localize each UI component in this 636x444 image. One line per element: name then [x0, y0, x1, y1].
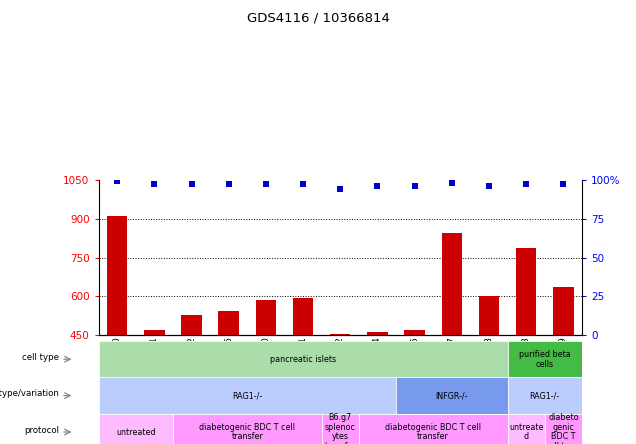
Text: diabeto
genic
BDC T
cell trans: diabeto genic BDC T cell trans: [545, 413, 582, 444]
Text: diabetogenic BDC T cell
transfer: diabetogenic BDC T cell transfer: [199, 423, 295, 441]
Text: RAG1-/-: RAG1-/-: [232, 391, 263, 400]
Text: RAG1-/-: RAG1-/-: [530, 391, 560, 400]
Text: cell type: cell type: [22, 353, 59, 362]
Text: protocol: protocol: [24, 426, 59, 435]
Text: INFGR-/-: INFGR-/-: [436, 391, 468, 400]
Bar: [404, 330, 425, 335]
Text: genotype/variation: genotype/variation: [0, 389, 59, 398]
Text: diabetogenic BDC T cell
transfer: diabetogenic BDC T cell transfer: [385, 423, 481, 441]
Text: GDS4116 / 10366814: GDS4116 / 10366814: [247, 11, 389, 24]
Bar: [256, 300, 276, 335]
Bar: [479, 297, 499, 335]
Text: untreated: untreated: [116, 428, 156, 436]
Bar: [441, 233, 462, 335]
Bar: [367, 332, 388, 335]
Text: B6.g7
splenoc
ytes
transfer: B6.g7 splenoc ytes transfer: [324, 413, 356, 444]
Bar: [107, 216, 127, 335]
Text: pancreatic islets: pancreatic islets: [270, 355, 336, 364]
Bar: [553, 287, 574, 335]
Bar: [144, 330, 165, 335]
Text: untreate
d: untreate d: [509, 423, 543, 441]
Bar: [219, 311, 239, 335]
Bar: [516, 249, 536, 335]
Bar: [330, 334, 350, 335]
Bar: [181, 314, 202, 335]
Bar: [293, 297, 314, 335]
Text: purified beta
cells: purified beta cells: [519, 350, 570, 369]
